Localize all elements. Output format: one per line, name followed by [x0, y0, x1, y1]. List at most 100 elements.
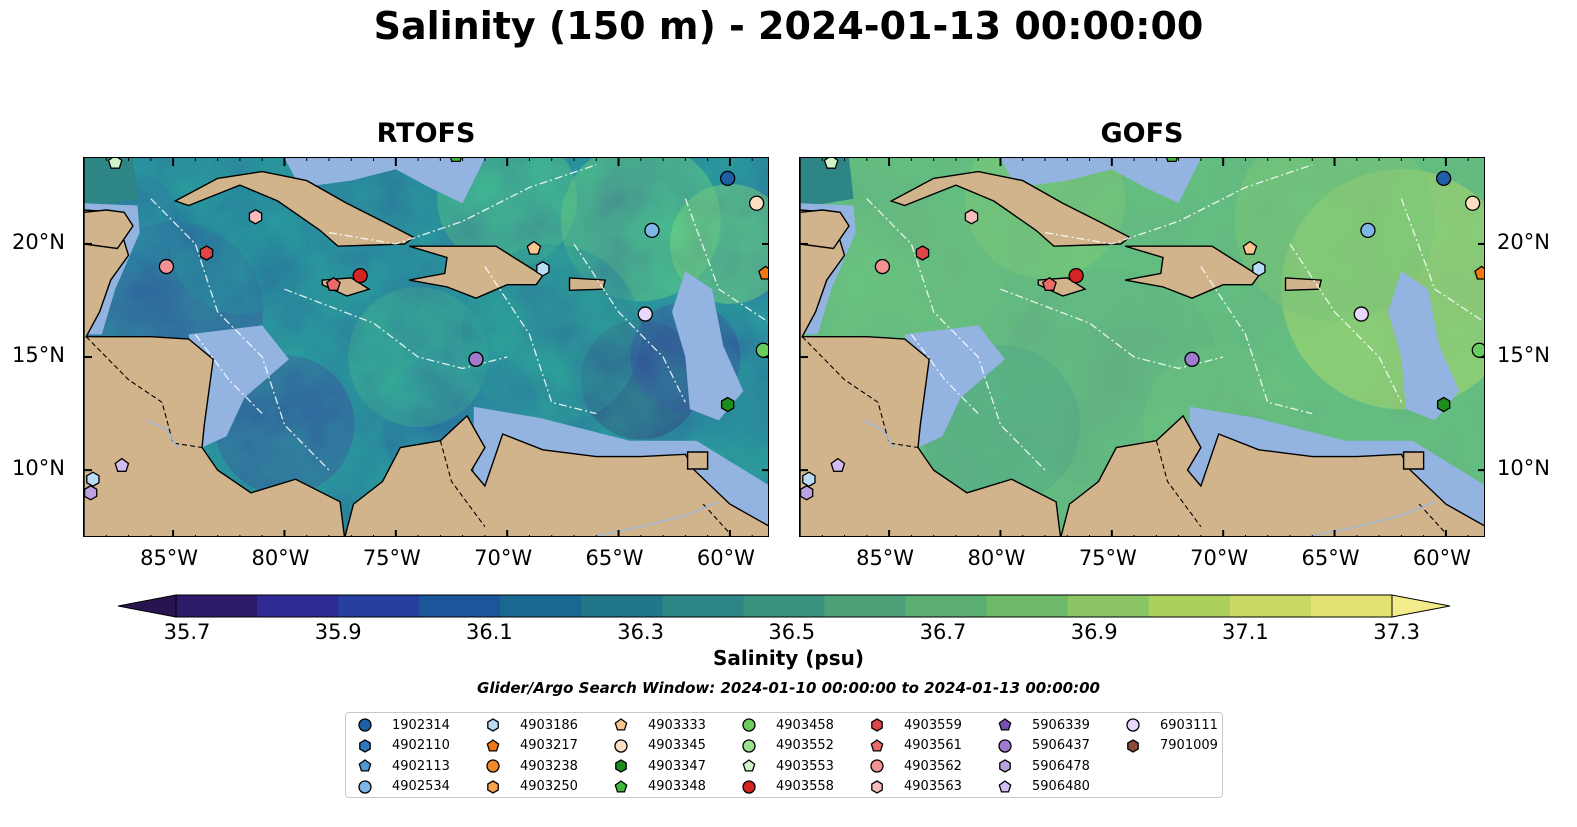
lon-tick-label: 75°W	[362, 546, 421, 570]
float-marker-4903345	[748, 195, 765, 211]
legend-item: 4903333	[612, 715, 706, 735]
float-marker-4903347	[1436, 396, 1451, 413]
map-gofs[interactable]	[799, 157, 1485, 537]
legend-item: 4902110	[356, 736, 450, 756]
colorbar-tick-label: 37.1	[1222, 620, 1269, 644]
legend-label: 4903558	[776, 779, 834, 794]
float-marker-4903348	[450, 158, 462, 163]
float-marker-4903562	[874, 258, 891, 275]
land-yucatan_pen	[800, 209, 850, 250]
float-marker-4903217	[758, 265, 768, 280]
float-marker-5906478	[84, 485, 98, 501]
legend-marker-5906339	[998, 718, 1012, 731]
float-marker-4902534	[644, 222, 660, 239]
float-marker-5906437	[1184, 351, 1200, 367]
colorbar-tick-label: 36.3	[617, 620, 664, 644]
float-marker-4903561	[326, 276, 341, 291]
colorbar-segment	[581, 595, 663, 617]
colorbar-tick-label: 35.9	[314, 620, 362, 644]
legend-item: 4902113	[356, 756, 450, 776]
legend-label: 5906339	[1032, 717, 1090, 733]
float-marker-4902534	[1360, 222, 1376, 239]
float-marker-1902314	[720, 170, 736, 187]
land-southam	[344, 414, 768, 536]
colorbar-segment	[1310, 595, 1393, 617]
float-marker-4903186	[536, 261, 550, 277]
colorbar-segment	[1067, 595, 1150, 617]
legend-item: 4903347	[612, 756, 706, 776]
legend-marker-4903562	[870, 759, 884, 773]
lon-tick-label: 65°W	[1301, 546, 1360, 570]
legend-item: 1902314	[356, 715, 450, 735]
legend-marker-4903345	[614, 738, 628, 753]
legend-marker-4903558	[742, 779, 756, 794]
land-cuba	[889, 170, 1131, 247]
float-marker-4903561	[1042, 276, 1057, 291]
legend-label: 4903186	[520, 717, 578, 733]
colorbar-segment	[338, 595, 420, 617]
float-marker-5906480	[114, 457, 130, 472]
legend-item: 6903111	[1124, 715, 1218, 735]
float-marker-4903558	[1068, 267, 1084, 284]
legend-item: 4903561	[868, 736, 962, 756]
colorbar-label: Salinity (psu)	[712, 646, 864, 670]
legend-label: 5906437	[1032, 738, 1090, 753]
land-central	[84, 158, 346, 536]
colorbar-extend-high	[1391, 594, 1451, 618]
legend-item: 4903250	[484, 777, 578, 797]
legend-marker-4903559	[871, 718, 883, 732]
float-marker-4903458	[1471, 342, 1484, 358]
float-marker-6903111	[637, 306, 653, 322]
legend-label: 4903345	[648, 738, 706, 753]
panel-title-rtofs: RTOFS	[376, 118, 476, 149]
legend-marker-5906437	[998, 738, 1012, 753]
legend-item: 4903563	[868, 777, 962, 797]
lon-tick-label: 60°W	[696, 546, 755, 570]
legend-label: 4903333	[648, 717, 706, 733]
land-trinidad	[1402, 451, 1425, 470]
lon-tick-label: 80°W	[251, 546, 310, 570]
legend-label: 4903559	[904, 717, 962, 733]
float-marker-4903553	[107, 158, 123, 169]
land-yucatan_pen	[84, 209, 134, 250]
float-marker-4903458	[755, 342, 768, 358]
float-marker-4903217	[1474, 265, 1484, 280]
float-marker-4903563	[964, 209, 979, 225]
lon-tick-label: 85°W	[140, 546, 199, 570]
lat-tick-label-right: 20°N	[1497, 229, 1550, 254]
legend-marker-4902534	[358, 779, 372, 794]
colorbar	[117, 593, 1451, 619]
legend-label: 4902534	[392, 779, 450, 794]
legend-label: 4903238	[520, 758, 578, 774]
land-hispaniola	[408, 245, 544, 299]
legend-label: 1902314	[392, 717, 450, 733]
float-marker-4903558	[352, 267, 368, 284]
legend-marker-6903111	[1126, 718, 1140, 732]
legend-item: 4903458	[740, 715, 834, 735]
legend-marker-4903333	[614, 718, 628, 731]
lat-tick-label-left: 10°N	[12, 456, 65, 481]
legend-item: 5906480	[996, 777, 1090, 797]
lon-tick-label: 75°W	[1078, 546, 1137, 570]
legend-marker-4903561	[870, 738, 884, 752]
float-marker-5906480	[830, 457, 846, 472]
map-rtofs[interactable]	[83, 157, 769, 537]
colorbar-tick-label: 36.5	[768, 620, 816, 644]
lon-tick-label: 70°W	[474, 546, 533, 570]
legend-marker-4902110	[359, 738, 371, 753]
float-marker-4903333	[526, 240, 542, 255]
legend-item: 4902534	[356, 777, 450, 797]
float-marker-4903186	[1252, 261, 1266, 277]
land-puertorico	[568, 277, 607, 292]
legend-marker-4903552	[742, 738, 756, 753]
legend-marker-1902314	[358, 718, 372, 732]
legend-label: 4903458	[776, 717, 834, 733]
colorbar-segment	[257, 595, 339, 617]
legend-item: 5906478	[996, 756, 1090, 776]
land-puertorico	[1284, 277, 1323, 292]
lon-tick-label: 65°W	[585, 546, 644, 570]
colorbar-segment	[662, 595, 745, 617]
legend-marker-7901009	[1127, 738, 1139, 753]
legend-label: 7901009	[1160, 738, 1218, 753]
legend-item: 4903345	[612, 736, 706, 756]
